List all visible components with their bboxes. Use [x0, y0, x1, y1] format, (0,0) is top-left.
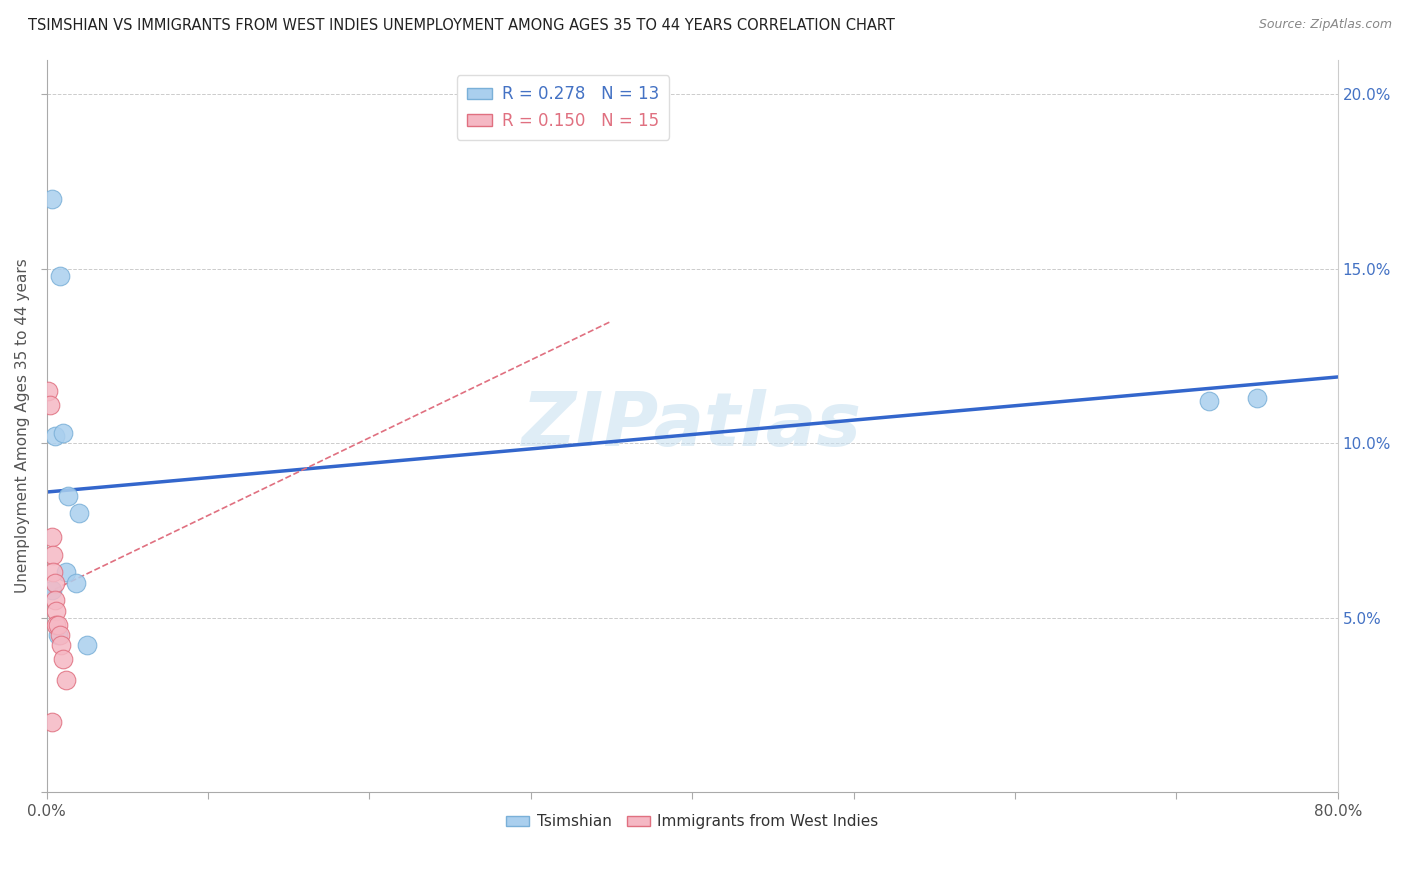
Point: [44, 575, 66, 590]
Text: Source: ZipAtlas.com: Source: ZipAtlas.com: [1258, 18, 1392, 31]
Point: [51, 639, 73, 653]
Point: [38, 398, 60, 412]
Point: [76, 639, 98, 653]
Point: [45, 617, 67, 632]
Point: [67, 506, 90, 520]
Point: [37, 384, 59, 398]
Point: [41, 192, 63, 206]
Y-axis label: Unemployment Among Ages 35 to 44 years: Unemployment Among Ages 35 to 44 years: [15, 259, 30, 593]
Legend: Tsimshian, Immigrants from West Indies: Tsimshian, Immigrants from West Indies: [501, 808, 884, 836]
Point: [42, 548, 65, 562]
Point: [41, 582, 63, 597]
Point: [41, 715, 63, 730]
Point: [44, 593, 66, 607]
Point: [44, 429, 66, 443]
Point: [65, 575, 87, 590]
Point: [52, 652, 75, 666]
Point: [55, 566, 77, 580]
Point: [1246, 391, 1268, 405]
Point: [46, 617, 69, 632]
Point: [48, 268, 70, 283]
Text: TSIMSHIAN VS IMMIGRANTS FROM WEST INDIES UNEMPLOYMENT AMONG AGES 35 TO 44 YEARS : TSIMSHIAN VS IMMIGRANTS FROM WEST INDIES…: [28, 18, 896, 33]
Point: [41, 530, 63, 544]
Point: [52, 425, 75, 440]
Point: [46, 628, 69, 642]
Point: [48, 628, 70, 642]
Point: [42, 566, 65, 580]
Text: ZIPatlas: ZIPatlas: [522, 389, 862, 462]
Point: [45, 604, 67, 618]
Point: [56, 489, 79, 503]
Point: [55, 673, 77, 688]
Point: [1198, 394, 1220, 409]
